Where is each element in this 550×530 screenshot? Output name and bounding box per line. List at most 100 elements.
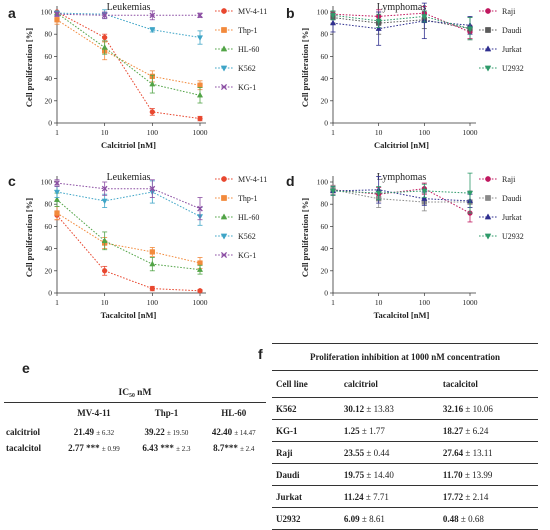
- data-point: [102, 268, 108, 274]
- data-point: [196, 91, 204, 98]
- ic50-sd: ± 2.3: [176, 445, 191, 453]
- x-tick-label: 10: [101, 298, 109, 307]
- y-tick-label: 40: [321, 74, 329, 83]
- legend-label: U2932: [502, 64, 524, 73]
- series-line: [332, 17, 471, 30]
- legend-marker: [484, 213, 492, 220]
- x-tick-label: 10: [375, 128, 383, 137]
- cell-line-name: Daudi: [276, 469, 300, 480]
- data-point: [102, 34, 108, 41]
- data-point: [101, 185, 108, 192]
- data-point: [149, 285, 155, 292]
- y-tick-label: 0: [48, 119, 52, 128]
- legend-label: Thp-1: [238, 194, 258, 203]
- series-line: [56, 191, 201, 217]
- x-tick-label: 100: [419, 128, 431, 137]
- ic50-cell: 6.43 *** ± 2.3: [131, 439, 201, 455]
- legend-label: U2932: [502, 232, 524, 241]
- data-point: [149, 249, 155, 255]
- data-point: [101, 198, 108, 205]
- chart-title: Leukemias: [107, 172, 151, 183]
- data-point: [149, 12, 156, 19]
- y-tick-label: 40: [321, 244, 329, 253]
- calcitriol-value: 11.24: [343, 491, 364, 502]
- inhibition-cell: 6.09 ± 8.61: [339, 507, 439, 530]
- data-point: [375, 18, 382, 25]
- ic50-cell: 42.40 ± 14.47: [202, 421, 266, 439]
- data-point: [54, 11, 60, 18]
- series-line: [332, 190, 471, 194]
- cell-line-name: U2932: [276, 513, 301, 524]
- inhibition-col-header: Cell line: [272, 370, 340, 398]
- series-line: [332, 189, 470, 203]
- y-tick-label: 80: [321, 30, 329, 39]
- y-axis-label: Cell proliferation [%]: [24, 28, 34, 107]
- legend-marker: [220, 83, 228, 91]
- panel-letter-e: e: [22, 360, 30, 376]
- series-line: [56, 12, 201, 38]
- legend-label: HL-60: [238, 45, 259, 54]
- ic50-col-header: MV-4-11: [77, 408, 111, 418]
- data-point: [197, 115, 203, 122]
- series-line: [56, 212, 201, 264]
- table-row: Daudi 19.75 ± 14.40 11.70 ± 13.99: [272, 463, 538, 486]
- inhibition-cell: Daudi: [272, 463, 340, 486]
- inhibition-cell: 23.55 ± 0.44: [339, 441, 439, 464]
- legend-label: K562: [238, 232, 256, 241]
- ic50-col-blank: [4, 403, 57, 422]
- inhibition-cell: 1.25 ± 1.77: [339, 419, 439, 442]
- y-tick-label: 100: [317, 178, 329, 187]
- data-point: [197, 205, 203, 212]
- x-tick-label: 10: [375, 298, 383, 307]
- data-point: [101, 12, 108, 19]
- inhibition-cell: U2932: [272, 507, 340, 530]
- data-point: [329, 188, 337, 195]
- inhibition-cell: 11.70 ± 13.99: [438, 463, 538, 486]
- x-tick-label: 10: [101, 128, 109, 137]
- cell-line-name: KG-1: [276, 425, 298, 436]
- calcitriol-sd: ± 14.40: [366, 469, 394, 480]
- legend-label: Raji: [502, 175, 516, 184]
- calcitriol-sd: ± 7.71: [365, 491, 389, 502]
- calcitriol-value: 23.55: [343, 447, 365, 458]
- ic50-cell: 21.49 ± 6.32: [57, 421, 132, 439]
- legend-marker: [485, 27, 491, 33]
- ic50-value: 42.40: [211, 427, 233, 437]
- tacalcitol-value: 27.64: [442, 447, 464, 458]
- y-tick-label: 60: [45, 52, 53, 61]
- ic50-sd: ± 14.47: [234, 429, 256, 437]
- data-point: [375, 190, 382, 197]
- ic50-sd: ± 19.50: [167, 429, 189, 437]
- tacalcitol-value: 18.27: [442, 425, 464, 436]
- chart-title: Lymphomas: [377, 2, 427, 13]
- legend-marker: [485, 176, 491, 182]
- y-tick-label: 100: [41, 8, 53, 17]
- legend-label: KG-1: [238, 83, 256, 92]
- series-line: [56, 12, 201, 96]
- series-line: [56, 13, 200, 16]
- row-label: calcitriol: [6, 427, 40, 437]
- data-point: [149, 260, 156, 267]
- inhibition-cell: 11.24 ± 7.71: [339, 485, 439, 508]
- data-point: [329, 13, 337, 19]
- y-tick-label: 20: [45, 96, 53, 105]
- legend-label: Jurkat: [502, 213, 522, 222]
- tacalcitol-sd: ± 0.68: [460, 513, 484, 524]
- panel-letter-c: c: [8, 173, 16, 189]
- x-tick-label: 1: [55, 128, 59, 137]
- y-axis-label: Cell proliferation [%]: [300, 198, 310, 277]
- data-point: [197, 260, 203, 266]
- ic50-sd: ± 0.99: [101, 445, 120, 453]
- data-point: [54, 210, 60, 216]
- legend-marker: [221, 195, 227, 201]
- data-point: [196, 35, 204, 41]
- legend-label: K562: [238, 64, 256, 73]
- data-point: [54, 180, 60, 186]
- data-point: [101, 237, 108, 243]
- x-tick-label: 1000: [463, 298, 478, 307]
- legend-label: Raji: [502, 7, 516, 16]
- y-axis-label: Cell proliferation [%]: [300, 28, 310, 107]
- inhibition-cell: Raji: [272, 441, 340, 464]
- legend-marker: [485, 8, 491, 14]
- x-tick-label: 1: [331, 298, 335, 307]
